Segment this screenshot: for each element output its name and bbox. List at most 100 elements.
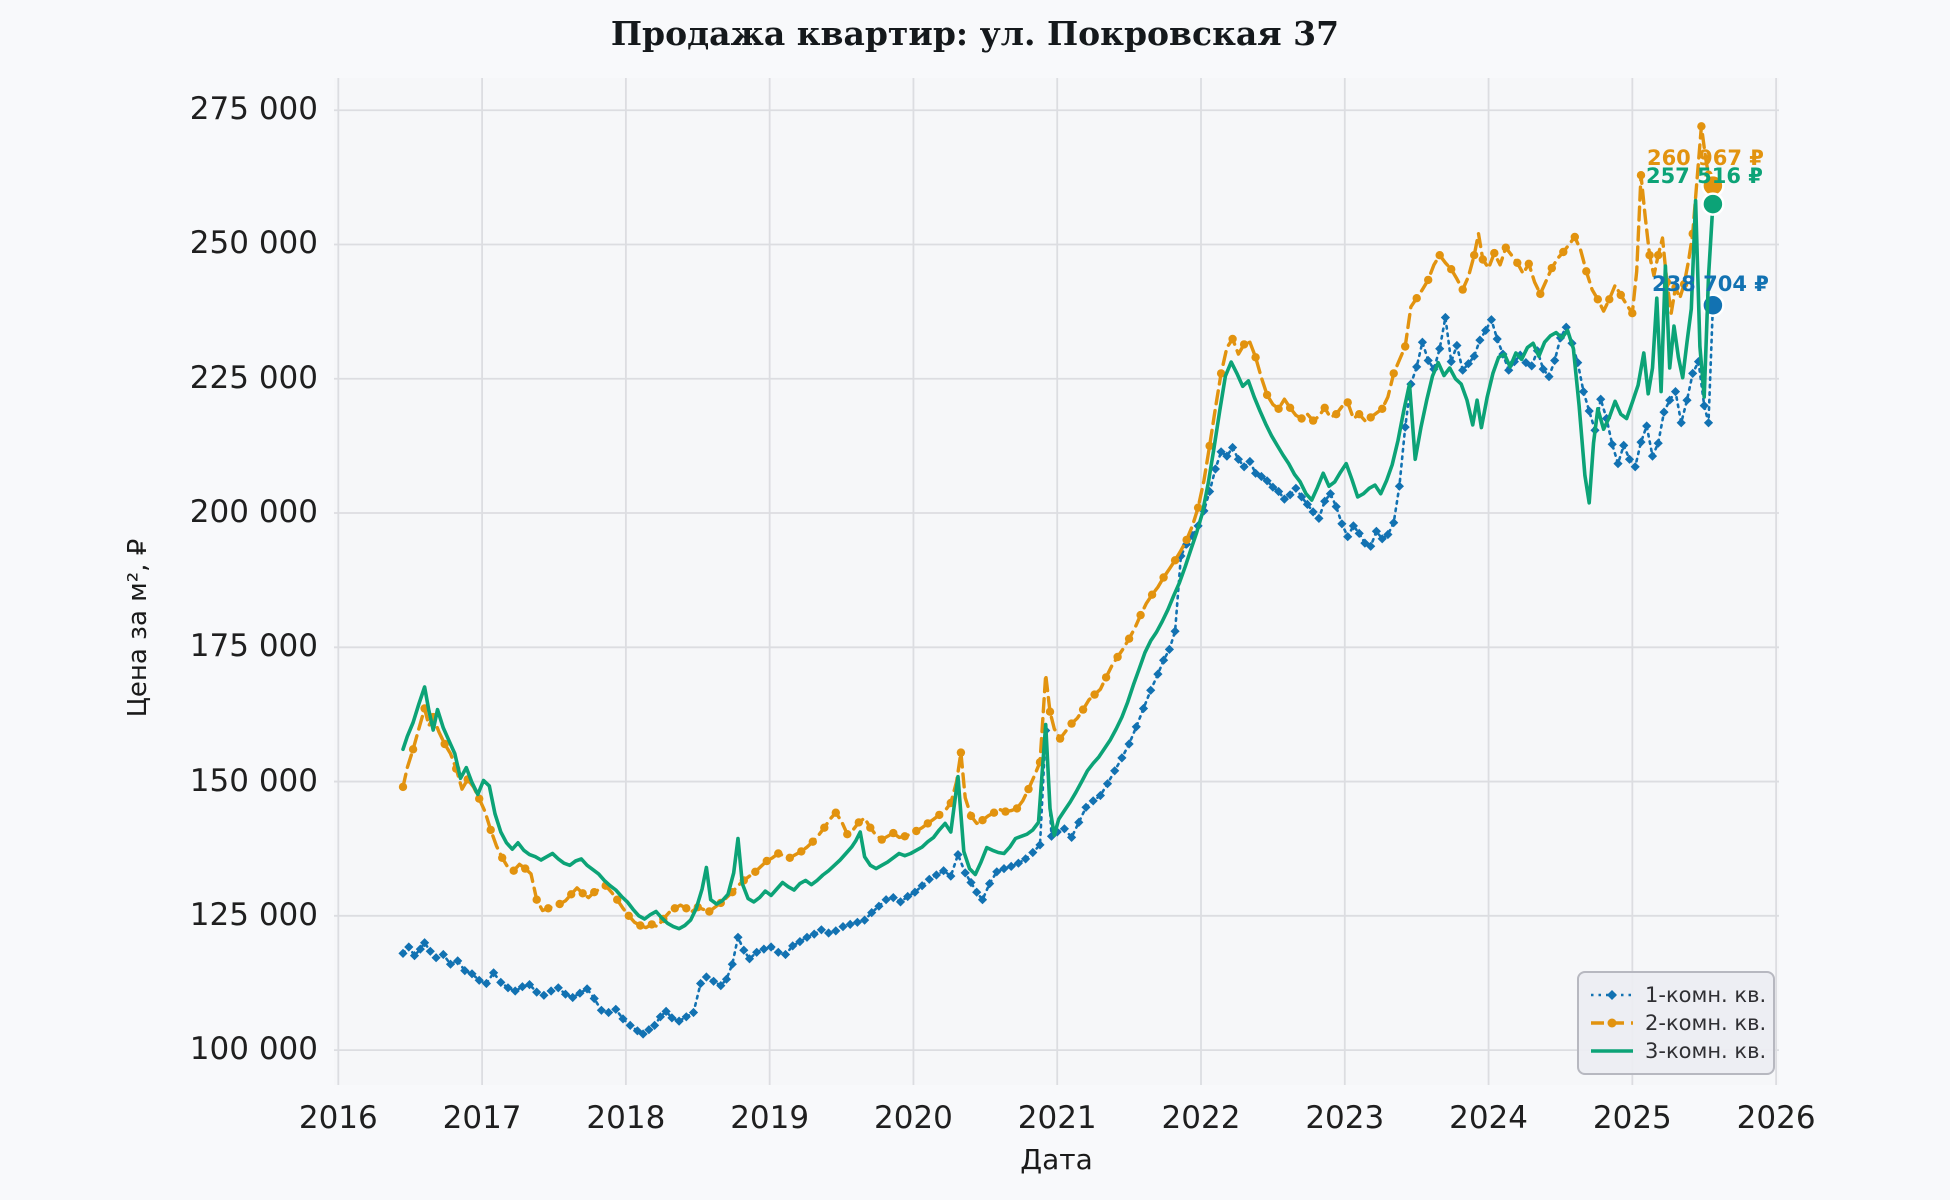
series-markers-2 [1559,247,1568,257]
series-markers-2 [475,794,484,803]
series-markers-2 [1679,280,1689,289]
x-axis-label: Дата [1020,1143,1093,1176]
series-markers-2 [624,911,633,920]
x-tick-label: 2025 [1592,1100,1672,1136]
series-markers-2 [1582,267,1591,276]
series-markers-2 [1320,403,1329,412]
series-markers-2 [1645,251,1654,260]
series-markers-2 [1547,263,1557,273]
series-markers-2 [1262,390,1272,400]
series-markers-2 [1205,441,1214,451]
series-markers-2 [1090,690,1099,699]
series-markers-2 [854,818,863,827]
series-markers-2 [797,847,806,856]
plot-area [334,78,1779,1085]
series-markers-2 [1570,232,1580,242]
series-markers-2 [1671,283,1680,292]
series-markers-2 [1308,416,1318,425]
series-markers-2 [1067,719,1076,728]
end-value-label-1: 238 704 ₽ [1651,272,1769,297]
y-tick-label: 175 000 [189,628,318,665]
series-markers-2 [774,849,783,858]
series-markers-2 [820,823,829,832]
series-markers-2 [1182,535,1191,545]
legend: 1-комн. кв. 2-комн. кв. 3-комн. кв. [1577,971,1775,1075]
legend-label: 1-комн. кв. [1645,983,1767,1007]
series-markers-2 [613,895,622,904]
series-markers-2 [544,904,553,913]
series-markers-2 [877,835,886,844]
series-markers-2 [843,830,852,839]
y-tick-label: 250 000 [189,225,318,262]
legend-label: 3-комн. кв. [1645,1039,1767,1063]
series-markers-2 [1389,369,1398,378]
series-markers-2 [705,907,714,916]
series-markers-2 [1513,258,1522,267]
series-markers-2 [1285,403,1295,412]
x-tick-label: 2019 [730,1100,810,1136]
series-markers-2 [1251,353,1260,362]
series-markers-2 [956,748,966,757]
y-tick-label: 100 000 [189,1031,318,1068]
y-tick-label: 150 000 [189,762,318,799]
series-markers-2 [1458,285,1467,294]
series-markers-2 [1697,122,1706,131]
series-markers-2 [1228,334,1237,344]
series-markers-2 [1478,255,1488,264]
end-marker-3 [1701,192,1725,216]
legend-swatch-dotted-icon [1591,990,1633,1000]
series-markers-2 [889,828,898,838]
legend-swatch-dashed-icon [1591,1018,1633,1028]
x-tick-label: 2023 [1305,1100,1385,1136]
series-markers-2 [923,819,932,828]
series-markers-2 [1378,404,1387,413]
series-markers-2 [555,899,564,909]
series-markers-2 [1001,807,1010,816]
end-value-label-3: 257 516 ₽ [1645,164,1763,189]
series-markers-2 [1593,295,1603,304]
series-markers-2 [1159,573,1168,582]
series-markers-2 [1136,610,1145,620]
end-value-label-2: 260 967 ₽ [1646,145,1764,170]
series-markers-2 [408,745,418,754]
series-markers-2 [978,816,987,825]
legend-label: 2-комн. кв. [1645,1011,1767,1035]
series-markers-2 [509,866,518,875]
series-markers-2 [498,853,507,862]
series-line-3 [401,198,1715,931]
series-markers-2 [1424,275,1433,285]
series-markers-2 [1401,342,1410,351]
chart-title: Продажа квартир: ул. Покровская 37 [610,14,1340,53]
series-markers-2 [1536,289,1545,299]
y-tick-label: 225 000 [189,359,318,396]
y-tick-label: 275 000 [189,91,318,128]
series-markers-2 [808,837,817,846]
series-markers-2 [751,867,760,876]
series-markers-2 [590,888,599,897]
series-markers-2 [935,810,944,820]
x-tick-label: 2017 [442,1100,522,1136]
series-markers-2 [1605,295,1614,304]
series-markers-2 [1616,290,1626,300]
x-tick-label: 2018 [586,1100,666,1136]
series-markers-2 [521,864,530,873]
series-markers-2 [486,825,495,835]
series-markers-2 [398,782,408,792]
series-markers-2 [440,739,449,749]
series-markers-2 [1332,410,1341,419]
series-markers-2 [682,904,691,913]
legend-swatch-solid-icon [1591,1049,1633,1053]
legend-item-1: 1-комн. кв. [1589,981,1766,1009]
series-markers-2 [1024,784,1033,794]
x-tick-label: 2024 [1449,1100,1528,1136]
series-markers-2 [762,856,771,866]
series-markers-2 [966,811,976,821]
series-markers-2 [1355,410,1364,419]
series-markers-2 [1412,294,1421,303]
series-markers-2 [1113,652,1122,662]
series-markers-2 [989,808,999,817]
series-markers-2 [866,823,875,832]
series-markers-2 [1628,309,1637,318]
series-markers-2 [1490,248,1499,258]
